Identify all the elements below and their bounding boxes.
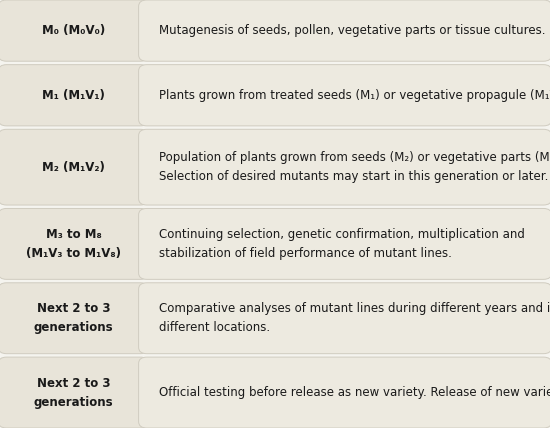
FancyBboxPatch shape: [139, 65, 550, 126]
Text: M₁ (M₁V₁): M₁ (M₁V₁): [42, 89, 105, 102]
Text: Plants grown from treated seeds (M₁) or vegetative propagule (M₁V₁).: Plants grown from treated seeds (M₁) or …: [159, 89, 550, 102]
Text: Next 2 to 3
generations: Next 2 to 3 generations: [34, 377, 113, 409]
Text: Next 2 to 3
generations: Next 2 to 3 generations: [34, 302, 113, 334]
Text: Mutagenesis of seeds, pollen, vegetative parts or tissue cultures.: Mutagenesis of seeds, pollen, vegetative…: [159, 24, 546, 37]
Text: Comparative analyses of mutant lines during different years and in
different loc: Comparative analyses of mutant lines dur…: [159, 302, 550, 334]
FancyBboxPatch shape: [139, 357, 550, 428]
Text: M₂ (M₁V₂): M₂ (M₁V₂): [42, 160, 105, 174]
FancyBboxPatch shape: [139, 0, 550, 61]
Text: M₃ to M₈
(M₁V₃ to M₁V₈): M₃ to M₈ (M₁V₃ to M₁V₈): [26, 228, 121, 260]
FancyBboxPatch shape: [0, 0, 148, 61]
Text: Continuing selection, genetic confirmation, multiplication and
stabilization of : Continuing selection, genetic confirmati…: [159, 228, 525, 260]
FancyBboxPatch shape: [139, 208, 550, 279]
FancyBboxPatch shape: [0, 357, 148, 428]
FancyBboxPatch shape: [0, 283, 148, 354]
Text: Official testing before release as new variety. Release of new variety.: Official testing before release as new v…: [159, 386, 550, 399]
Text: Population of plants grown from seeds (M₂) or vegetative parts (M₁V₂).
Selection: Population of plants grown from seeds (M…: [159, 151, 550, 183]
FancyBboxPatch shape: [0, 208, 148, 279]
FancyBboxPatch shape: [139, 283, 550, 354]
FancyBboxPatch shape: [0, 65, 148, 126]
Text: M₀ (M₀V₀): M₀ (M₀V₀): [42, 24, 105, 37]
FancyBboxPatch shape: [0, 129, 148, 205]
FancyBboxPatch shape: [139, 129, 550, 205]
